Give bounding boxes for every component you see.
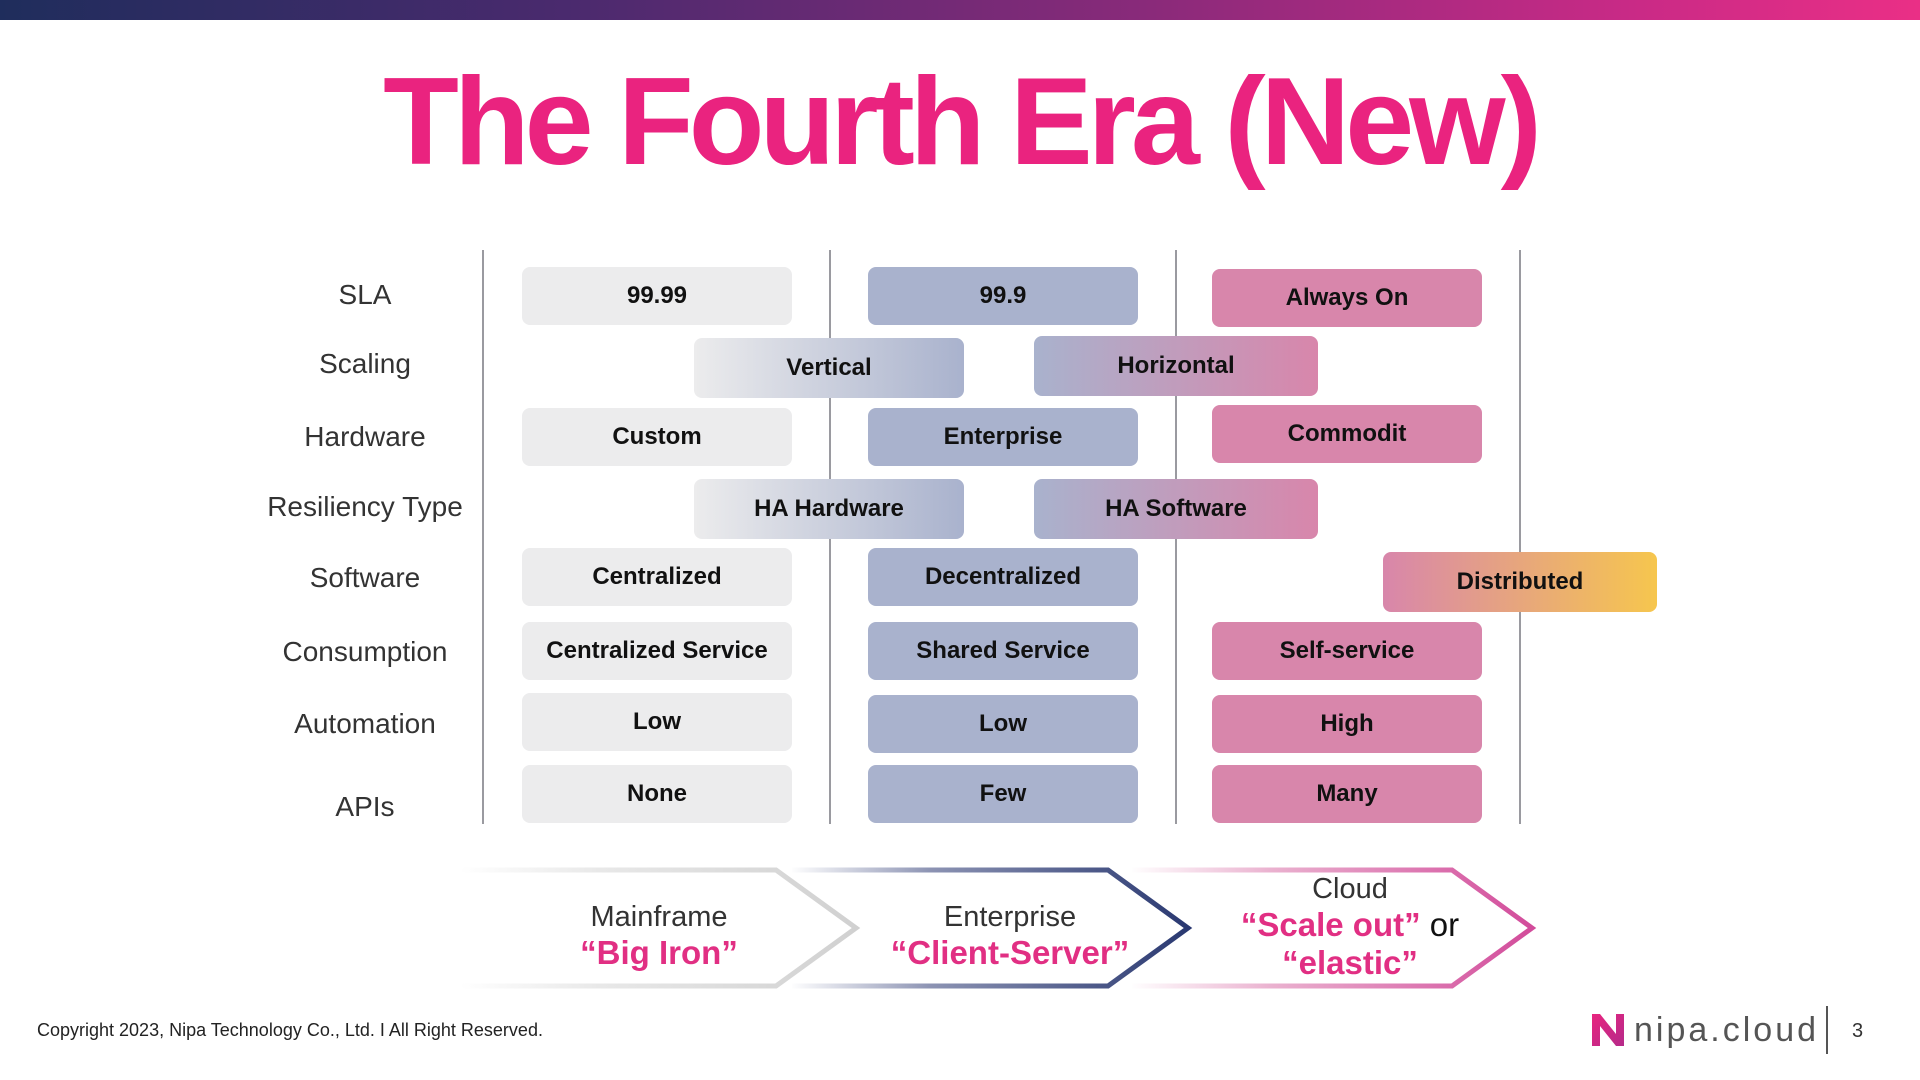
nipa-cloud-logo: nipa.cloud xyxy=(1588,1006,1819,1054)
automation-enterprise-pill: Low xyxy=(868,695,1138,753)
sla-mainframe-pill: 99.99 xyxy=(522,267,792,325)
software-enterprise-pill: Decentralized xyxy=(868,548,1138,606)
era-tag: “Client-Server” xyxy=(890,934,1130,971)
software-mainframe-pill: Centralized xyxy=(522,548,792,606)
software-distributed-pill: Distributed xyxy=(1383,552,1657,612)
sla-cloud-pill: Always On xyxy=(1212,269,1482,327)
scaling-vertical-pill: Vertical xyxy=(694,338,964,398)
sla-enterprise-pill: 99.9 xyxy=(868,267,1138,325)
era-tag-scale-out: “Scale out” xyxy=(1240,906,1421,943)
resiliency-ha-software-pill: HA Software xyxy=(1034,479,1318,539)
era-arrow-cloud xyxy=(1132,867,1537,989)
era-mainframe: Mainframe “Big Iron” xyxy=(509,900,809,972)
slide-title: The Fourth Era (New) xyxy=(383,53,1542,191)
row-label-scaling: Scaling xyxy=(319,348,411,379)
era-tag-elastic: “elastic” xyxy=(1282,944,1418,981)
apis-cloud-pill: Many xyxy=(1212,765,1482,823)
era-tag: “Scale out” or xyxy=(1200,906,1500,944)
hardware-cloud-pill: Commodit xyxy=(1212,405,1482,463)
copyright-text: Copyright 2023, Nipa Technology Co., Ltd… xyxy=(37,1020,543,1040)
column-divider xyxy=(482,250,484,824)
era-name: Enterprise xyxy=(943,901,1077,933)
consumption-mainframe-pill: Centralized Service xyxy=(522,622,792,680)
logo-text: nipa.cloud xyxy=(1634,1010,1820,1049)
row-label-resiliency-type: Resiliency Type xyxy=(267,491,463,522)
row-label-software: Software xyxy=(309,562,421,593)
apis-mainframe-pill: None xyxy=(522,765,792,823)
era-tag: “Big Iron” xyxy=(580,934,738,971)
row-label-automation: Automation xyxy=(294,708,436,739)
consumption-enterprise-pill: Shared Service xyxy=(868,622,1138,680)
era-name: Cloud xyxy=(1312,873,1388,905)
column-divider xyxy=(1519,250,1521,824)
era-arrow-enterprise xyxy=(792,867,1193,989)
era-cloud: Cloud “Scale out” or “elastic” xyxy=(1200,872,1500,982)
era-enterprise: Enterprise “Client-Server” xyxy=(860,900,1160,972)
row-label-hardware: Hardware xyxy=(304,421,426,452)
scaling-horizontal-pill: Horizontal xyxy=(1034,336,1318,396)
automation-mainframe-pill: Low xyxy=(522,693,792,751)
era-name: Mainframe xyxy=(590,901,728,933)
apis-enterprise-pill: Few xyxy=(868,765,1138,823)
footer-divider xyxy=(1826,1006,1828,1054)
page-number: 3 xyxy=(1852,1020,1864,1042)
automation-cloud-pill: High xyxy=(1212,695,1482,753)
row-label-consumption: Consumption xyxy=(282,636,448,667)
resiliency-ha-hardware-pill: HA Hardware xyxy=(694,479,964,539)
top-accent-bar xyxy=(0,0,1920,20)
consumption-cloud-pill: Self-service xyxy=(1212,622,1482,680)
row-label-sla: SLA xyxy=(338,279,392,310)
hardware-mainframe-pill: Custom xyxy=(522,408,792,466)
era-connector: or xyxy=(1429,906,1460,943)
era-arrow-mainframe xyxy=(462,867,861,989)
row-label-apis: APIs xyxy=(335,791,395,822)
nipa-logo-mark-icon xyxy=(1592,1014,1624,1046)
hardware-enterprise-pill: Enterprise xyxy=(868,408,1138,466)
